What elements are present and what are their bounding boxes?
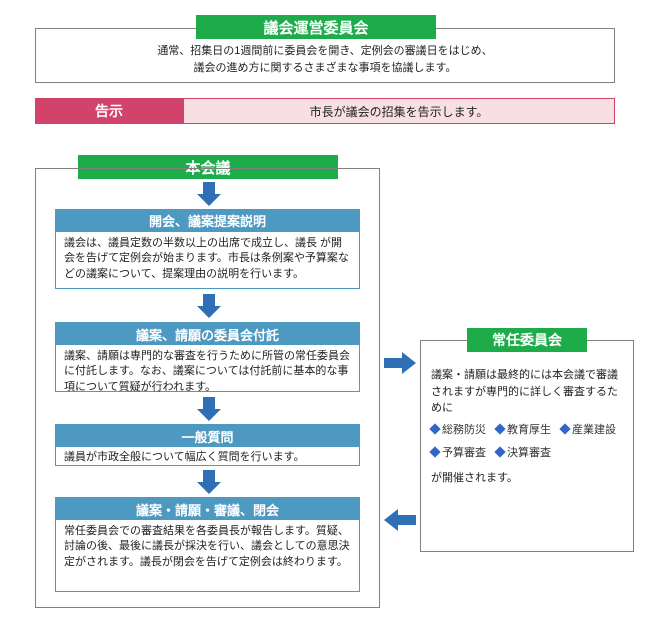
notice-label: 告示	[35, 98, 183, 124]
committee-label: 教育厚生	[507, 424, 551, 436]
diamond-icon	[494, 423, 505, 434]
top-desc-line1: 通常、招集日の1週間前に委員会を開き、定例会の審議日をはじめ、	[157, 45, 492, 57]
committee-item: 産業建設	[561, 421, 616, 440]
committee-item: 決算審査	[496, 444, 551, 463]
diamond-icon	[559, 423, 570, 434]
step-4-desc: 常任委員会での審査結果を各委員長が報告します。質疑、討論の後、最後に議長が採決を…	[56, 520, 359, 574]
top-committee-title: 議会運営委員会	[196, 15, 436, 39]
committee-item: 予算審査	[431, 444, 486, 463]
side-desc-bottom: が開催されます。	[431, 469, 625, 485]
notice-text: 市長が議会の招集を告示します。	[310, 103, 489, 120]
committee-label: 総務防災	[442, 424, 486, 436]
step-4-box: 議案・請願・審議、閉会 常任委員会での審査結果を各委員長が報告します。質疑、討論…	[55, 497, 360, 592]
committee-label: 予算審査	[442, 447, 486, 459]
top-committee-desc: 通常、招集日の1週間前に委員会を開き、定例会の審議日をはじめ、 議会の進め方に関…	[36, 43, 614, 76]
arrow-from-side	[382, 507, 418, 533]
step-1-desc: 議会は、議員定数の半数以上の出席で成立し、議長 が開会を告げて定例会が始まります…	[56, 232, 359, 286]
diamond-icon	[494, 446, 505, 457]
side-committee-list: 総務防災 教育厚生 産業建設予算審査 決算審査	[431, 419, 631, 464]
side-committee-box: 常任委員会 議案・請願は最終的には本会議で審議されますが専門的に詳しく審査するた…	[420, 340, 634, 552]
top-committee-box: 議会運営委員会 通常、招集日の1週間前に委員会を開き、定例会の審議日をはじめ、 …	[35, 28, 615, 83]
notice-row: 告示 市長が議会の招集を告示します。	[35, 98, 615, 124]
step-2-title: 議案、請願の委員会付託	[56, 323, 359, 345]
side-committee-title: 常任委員会	[467, 328, 587, 352]
committee-item: 教育厚生	[496, 421, 551, 440]
diamond-icon	[429, 446, 440, 457]
step-1-box: 開会、議案提案説明 議会は、議員定数の半数以上の出席で成立し、議長 が開会を告げ…	[55, 209, 360, 289]
step-2-box: 議案、請願の委員会付託 議案、請願は専門的な審査を行うために所管の常任委員会に付…	[55, 322, 360, 392]
arrow-step2-step3	[195, 395, 223, 423]
step-1-title: 開会、議案提案説明	[56, 210, 359, 232]
step-4-title: 議案・請願・審議、閉会	[56, 498, 359, 520]
step-3-box: 一般質問 議員が市政全般について幅広く質問を行います。	[55, 424, 360, 466]
step-3-desc: 議員が市政全般について幅広く質問を行います。	[56, 447, 359, 468]
committee-item: 総務防災	[431, 421, 486, 440]
arrow-step3-step4	[195, 468, 223, 496]
top-desc-line2: 議会の進め方に関するさまざまな事項を協議します。	[194, 62, 457, 74]
step-3-title: 一般質問	[56, 425, 359, 447]
arrow-main-to-step1	[195, 180, 223, 208]
arrow-step1-step2	[195, 292, 223, 320]
committee-label: 産業建設	[572, 424, 616, 436]
side-desc-top: 議案・請願は最終的には本会議で審議されますが専門的に詳しく審査するために	[431, 367, 625, 417]
diamond-icon	[429, 423, 440, 434]
committee-label: 決算審査	[507, 447, 551, 459]
step-2-desc: 議案、請願は専門的な審査を行うために所管の常任委員会に付託します。なお、議案につ…	[56, 345, 359, 399]
notice-text-box: 市長が議会の招集を告示します。	[183, 98, 615, 124]
arrow-to-side	[382, 350, 418, 376]
